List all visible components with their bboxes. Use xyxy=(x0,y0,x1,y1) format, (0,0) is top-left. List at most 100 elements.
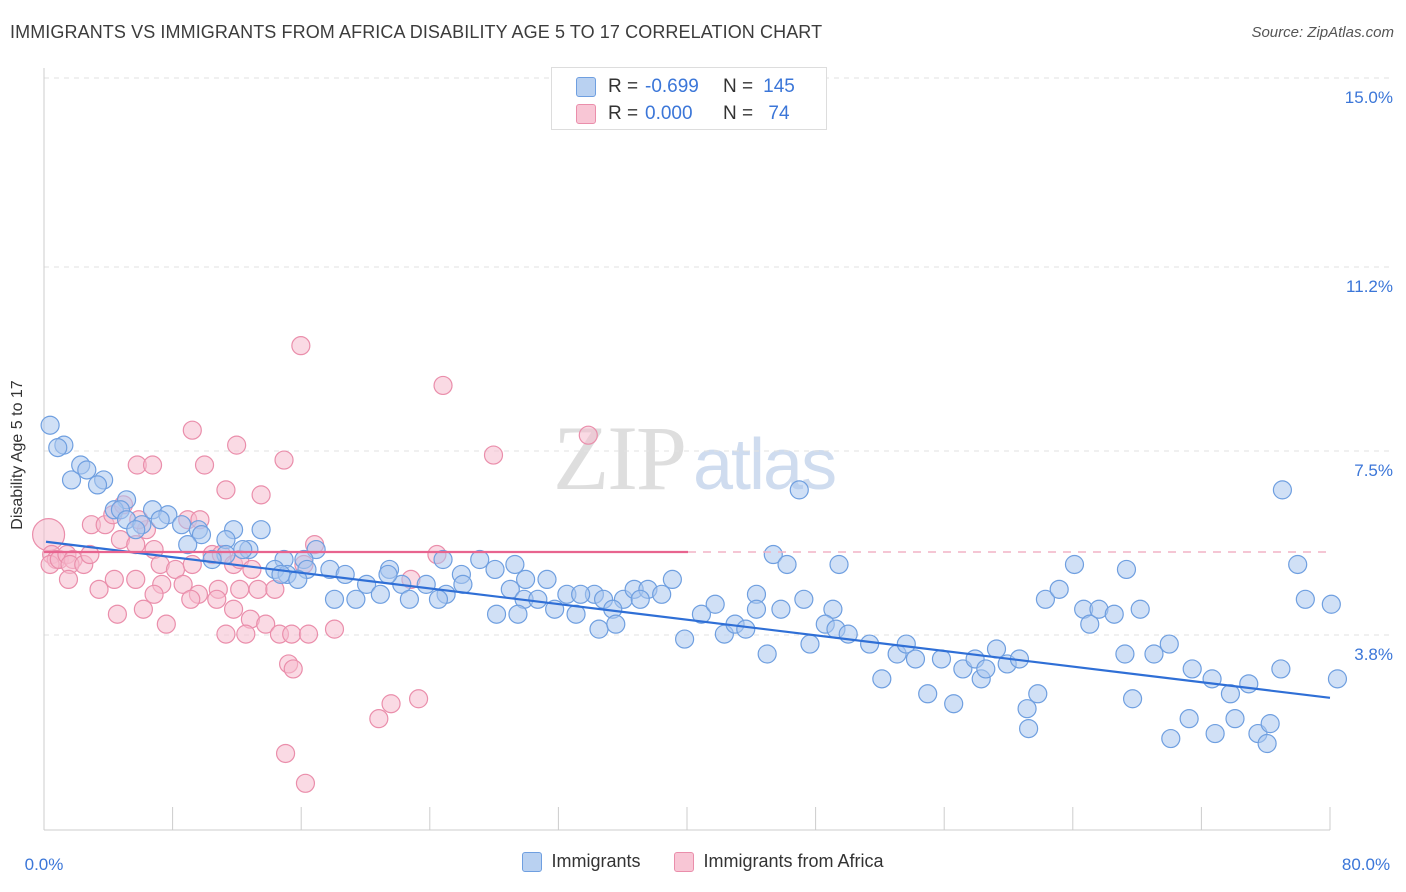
x-tick-label: 0.0% xyxy=(25,855,64,874)
r-value: -0.699 xyxy=(645,76,699,97)
point-immigrants-from-africa xyxy=(324,619,345,639)
point-immigrants xyxy=(794,589,814,609)
point-immigrants-from-africa xyxy=(181,589,201,609)
point-immigrants xyxy=(931,649,952,669)
point-immigrants xyxy=(485,559,505,580)
n-label: N = xyxy=(723,103,754,124)
point-immigrants xyxy=(528,589,548,609)
point-immigrants xyxy=(433,549,453,570)
point-immigrants xyxy=(1130,599,1150,619)
legend-swatch-pink xyxy=(576,104,596,124)
legend-item-immigrants[interactable]: Immigrants xyxy=(522,851,640,872)
y-axis-label: Disability Age 5 to 17 xyxy=(9,380,26,530)
y-tick-label: 11.2% xyxy=(1346,277,1393,296)
point-immigrants-from-africa xyxy=(433,375,453,396)
point-immigrants xyxy=(40,415,60,435)
point-immigrants-from-africa xyxy=(274,450,294,470)
point-immigrants xyxy=(202,549,222,570)
point-immigrants xyxy=(691,604,712,624)
point-immigrants xyxy=(918,684,938,704)
point-immigrants xyxy=(516,569,536,590)
point-immigrants-from-africa xyxy=(227,435,247,455)
x-tick-label: 80.0% xyxy=(1342,855,1390,874)
point-immigrants xyxy=(1115,644,1135,664)
stats-row-immigrants: R = -0.699 N = 145 xyxy=(576,74,799,100)
n-label: N = xyxy=(723,76,754,97)
point-immigrants-from-africa xyxy=(275,743,296,764)
point-immigrants xyxy=(606,614,626,634)
point-immigrants xyxy=(986,639,1007,659)
point-immigrants xyxy=(233,539,253,560)
point-immigrants-from-africa xyxy=(89,579,109,599)
point-immigrants xyxy=(324,589,345,609)
point-immigrants xyxy=(48,438,68,458)
point-immigrants-from-africa xyxy=(216,624,236,644)
trend-line-immigrants xyxy=(45,540,1331,699)
stats-legend: R = -0.699 N = 145 R = 0.000 N = 74 xyxy=(551,67,827,130)
point-immigrants-from-africa xyxy=(80,544,100,565)
point-immigrants-from-africa xyxy=(173,574,193,594)
point-immigrants xyxy=(976,659,996,679)
point-immigrants-from-africa xyxy=(236,624,256,644)
point-immigrants-from-africa xyxy=(291,336,311,356)
point-immigrants-from-africa xyxy=(408,689,429,709)
point-immigrants xyxy=(736,619,756,639)
point-immigrants xyxy=(370,584,390,604)
point-immigrants xyxy=(589,619,609,639)
point-immigrants-from-africa xyxy=(251,485,271,505)
watermark-atlas: atlas xyxy=(693,425,837,505)
source-label: Source: ZipAtlas.com xyxy=(1251,24,1394,41)
point-immigrants xyxy=(1239,674,1259,694)
legend-item-immigrants-from-africa[interactable]: Immigrants from Africa xyxy=(674,851,884,872)
point-immigrants-from-africa xyxy=(144,584,164,604)
point-immigrants xyxy=(763,544,783,565)
point-immigrants xyxy=(77,460,97,480)
point-immigrants xyxy=(416,574,436,594)
point-immigrants xyxy=(1064,554,1085,575)
point-immigrants-from-africa xyxy=(216,480,236,500)
point-immigrants xyxy=(823,599,843,619)
point-immigrants xyxy=(1225,709,1245,729)
point-immigrants xyxy=(1017,699,1037,719)
point-immigrants xyxy=(1257,733,1277,754)
point-immigrants xyxy=(288,569,308,590)
point-immigrants xyxy=(630,589,650,609)
point-immigrants xyxy=(571,584,591,604)
point-immigrants-from-africa xyxy=(223,599,244,619)
point-immigrants-from-africa xyxy=(283,659,303,679)
legend-label: Immigrants xyxy=(551,851,641,871)
axes xyxy=(43,68,1331,831)
point-immigrants xyxy=(800,634,820,654)
point-immigrants xyxy=(1035,589,1056,609)
point-immigrants xyxy=(896,634,916,654)
point-immigrants xyxy=(675,629,695,649)
point-immigrants-from-africa xyxy=(578,425,598,445)
point-immigrants-from-africa xyxy=(230,579,250,599)
point-immigrants-from-africa xyxy=(142,455,163,475)
point-immigrants-from-africa xyxy=(207,589,227,609)
legend-swatch-blue xyxy=(522,851,543,872)
legend-label: Immigrants from Africa xyxy=(703,851,884,871)
point-immigrants xyxy=(662,569,682,590)
point-immigrants xyxy=(1205,723,1225,744)
point-immigrants xyxy=(905,649,926,669)
chart-title: IMMIGRANTS VS IMMIGRANTS FROM AFRICA DIS… xyxy=(10,22,823,42)
point-immigrants xyxy=(150,510,170,530)
point-immigrants xyxy=(399,589,420,609)
point-immigrants xyxy=(378,564,398,585)
point-immigrants xyxy=(1049,579,1069,599)
point-immigrants xyxy=(346,589,366,609)
point-immigrants-from-africa xyxy=(295,773,316,793)
point-immigrants xyxy=(537,569,557,590)
y-tick-label: 7.5% xyxy=(1354,461,1393,480)
n-value: 74 xyxy=(768,103,790,124)
n-value: 145 xyxy=(763,76,795,97)
point-immigrants xyxy=(757,644,777,664)
point-immigrants xyxy=(652,584,672,604)
point-immigrants xyxy=(1159,634,1179,654)
point-immigrants xyxy=(508,604,528,624)
point-immigrants-from-africa xyxy=(107,604,127,624)
point-immigrants-from-africa xyxy=(194,455,215,475)
point-immigrants xyxy=(1182,659,1202,679)
point-immigrants-from-africa xyxy=(282,624,302,644)
